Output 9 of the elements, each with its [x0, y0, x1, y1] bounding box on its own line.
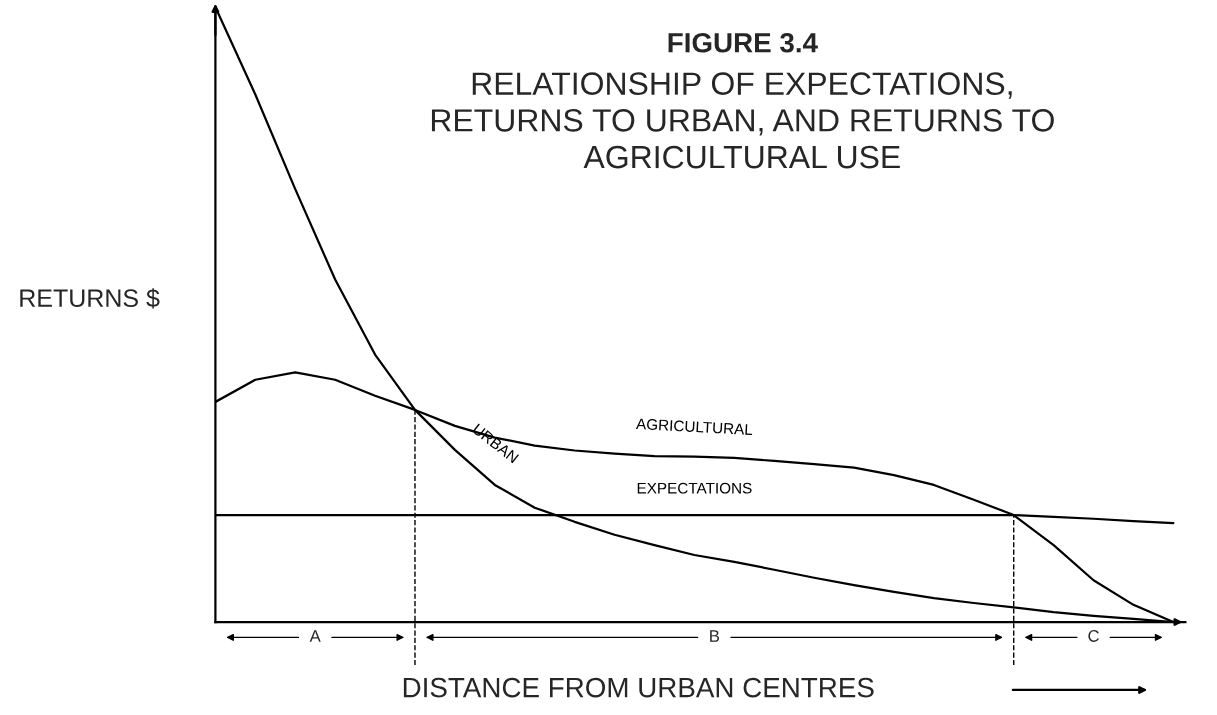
y-axis-title: RETURNS $	[20, 288, 160, 309]
text: B	[710, 630, 720, 642]
series-label: EXPECTATIONS	[637, 482, 752, 494]
series-label: AGRICULTURAL	[635, 418, 753, 436]
text: A	[309, 630, 321, 642]
text: FIGURE 3.4	[668, 32, 818, 53]
text: RELATIONSHIP OF EXPECTATIONS, RETURNS TO URBAN, AND RETURNS TO AGRICULTURAL USE	[431, 72, 1054, 169]
x-axis-title: DISTANCE FROM URBAN CENTRES	[403, 677, 874, 698]
text: C	[1088, 630, 1099, 642]
